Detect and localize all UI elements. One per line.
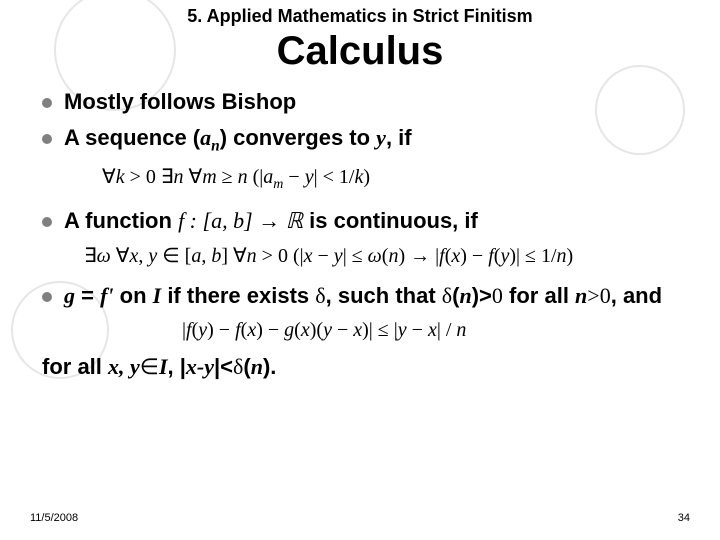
bullet-item: A function f : [a, b] → ℝ is continuous,… bbox=[42, 207, 690, 235]
bullet-text: ) converges to bbox=[220, 125, 376, 150]
math-sym: δ bbox=[233, 354, 243, 379]
tail-text: for all bbox=[42, 354, 108, 379]
bullet-text: A sequence ( bbox=[64, 125, 200, 150]
formula-convergence: ∀k > 0 ∃n ∀m ≥ n (|am − y| < 1/k) bbox=[102, 164, 690, 193]
math-var: y bbox=[376, 125, 386, 150]
slide-title: Calculus bbox=[0, 29, 720, 74]
math-var: a bbox=[200, 125, 211, 150]
tail-text: |< bbox=[214, 354, 233, 379]
bullet-icon bbox=[42, 217, 52, 227]
math-sym: δ bbox=[315, 283, 325, 308]
bullet-item: A sequence (an) converges to y, if bbox=[42, 124, 690, 156]
bullet-text: A function bbox=[64, 208, 178, 233]
math-var: n bbox=[575, 283, 587, 308]
formula-continuity: ∃ω ∀x, y ∈ [a, b] ∀n > 0 (|x − y| ≤ ω(n)… bbox=[84, 243, 690, 268]
math-text: >0 bbox=[587, 283, 610, 308]
math-var: g bbox=[64, 283, 75, 308]
bullet-item: Mostly follows Bishop bbox=[42, 88, 690, 116]
footer-date: 11/5/2008 bbox=[30, 512, 78, 524]
math-sym: δ bbox=[442, 283, 452, 308]
bullet-text: )> bbox=[472, 283, 492, 308]
math-var: I bbox=[153, 283, 162, 308]
math-var: x-y bbox=[186, 354, 214, 379]
bullet-text: if there exists bbox=[161, 283, 315, 308]
math-var: f' bbox=[100, 283, 113, 308]
math-var: n bbox=[251, 354, 263, 379]
inline-formula: f : [a, b] → ℝ bbox=[178, 208, 303, 233]
bullet-icon bbox=[42, 292, 52, 302]
tail-text: ( bbox=[243, 354, 250, 379]
math-var: I bbox=[159, 354, 168, 379]
bullet-icon bbox=[42, 134, 52, 144]
bullet-text: , and bbox=[611, 283, 662, 308]
bullet-text: Mostly follows Bishop bbox=[64, 89, 296, 114]
slide-footer: 11/5/2008 34 bbox=[0, 512, 720, 524]
bullet-icon bbox=[42, 98, 52, 108]
math-sub: n bbox=[211, 138, 220, 155]
bullet-text: , if bbox=[386, 125, 412, 150]
tail-text: ). bbox=[263, 354, 276, 379]
footer-page: 34 bbox=[678, 512, 690, 524]
math-num: 0 bbox=[492, 283, 503, 308]
bullet-text: on bbox=[114, 283, 153, 308]
math-sym: ∈ bbox=[140, 354, 159, 379]
bullet-text: , such that bbox=[326, 283, 442, 308]
bullet-text: for all bbox=[503, 283, 575, 308]
bullet-text: = bbox=[75, 283, 100, 308]
math-var: x, y bbox=[108, 354, 140, 379]
formula-text: |f(y) − f(x) − g(x)(y − x)| ≤ |y − x| / … bbox=[182, 319, 466, 341]
bullet-text: is continuous, if bbox=[303, 208, 478, 233]
bullet-item: g = f' on I if there exists δ, such that… bbox=[42, 282, 690, 310]
math-var: n bbox=[459, 283, 471, 308]
section-label: 5. Applied Mathematics in Strict Finitis… bbox=[0, 0, 720, 27]
bullet-list: Mostly follows Bishop A sequence (an) co… bbox=[0, 88, 720, 342]
tail-text: , | bbox=[168, 354, 186, 379]
formula-text: ∃ω ∀x, y ∈ [a, b] ∀n > 0 (|x − y| ≤ ω(n)… bbox=[84, 245, 573, 267]
tail-line: for all x, y∈I, |x-y|<δ(n). bbox=[0, 354, 720, 380]
formula-derivative: |f(y) − f(x) − g(x)(y − x)| ≤ |y − x| / … bbox=[182, 319, 690, 342]
formula-text: ∀k > 0 ∃n ∀m ≥ n (|am − y| < 1/k) bbox=[102, 166, 370, 188]
